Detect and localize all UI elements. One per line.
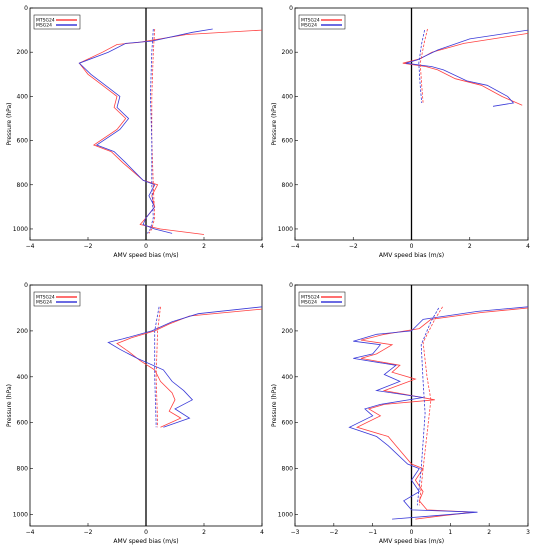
x-tick-label: 0: [144, 529, 148, 536]
series-dashed-msg24: [147, 28, 154, 234]
y-axis-label: Pressure (hPa): [271, 102, 278, 145]
x-tick-label: 2: [202, 529, 206, 536]
y-tick-label: 400: [17, 374, 29, 381]
x-tick-label: −4: [26, 529, 35, 536]
series-solid-msg24: [348, 306, 529, 520]
x-tick-label: −2: [84, 529, 93, 536]
y-tick-label: 600: [282, 420, 294, 427]
chart-panel-3: −4 −2 0 2 4 0 200 400 600 800 1000 AMV speed bias (…: [6, 282, 264, 545]
legend-label: MTSG24: [36, 295, 55, 301]
x-tick-label: 4: [260, 529, 264, 536]
y-tick-label: 1000: [278, 226, 293, 233]
legend-label: MTSG24: [36, 18, 55, 24]
series-solid-mtsg24: [356, 307, 529, 520]
series-solid-msg24: [107, 306, 263, 428]
x-tick-label: 0: [410, 243, 414, 250]
y-tick-label: 0: [24, 5, 28, 12]
x-tick-label: 2: [202, 243, 206, 250]
series-dashed-mtsg24: [148, 28, 156, 234]
y-axis-label: Pressure (hPa): [271, 384, 278, 427]
x-tick-label: −2: [329, 529, 338, 536]
x-axis-label: AMV speed bias (m/s): [113, 538, 178, 545]
x-tick-label: −1: [368, 529, 377, 536]
y-tick-label: 1000: [13, 226, 28, 233]
y-axis-label: Pressure (hPa): [6, 384, 13, 427]
y-tick-label: 800: [282, 182, 294, 189]
y-tick-label: 0: [289, 282, 293, 289]
y-tick-label: 400: [17, 93, 29, 100]
x-tick-label: 4: [260, 243, 264, 250]
y-tick-label: 1000: [278, 512, 293, 519]
y-tick-label: 0: [24, 282, 28, 289]
x-tick-label: 4: [526, 243, 530, 250]
y-tick-label: 400: [282, 374, 294, 381]
series-solid-mtsg24: [402, 33, 529, 106]
series-dashed-mtsg24: [418, 306, 443, 506]
series-solid-mtsg24: [78, 29, 263, 235]
legend-label: MSG24: [36, 300, 52, 306]
x-tick-label: 3: [526, 529, 530, 536]
x-tick-label: 2: [468, 243, 472, 250]
x-axis-label: AMV speed bias (m/s): [379, 538, 444, 545]
y-tick-label: 600: [282, 138, 294, 145]
y-tick-label: 600: [17, 138, 29, 145]
y-tick-label: 0: [289, 5, 293, 12]
x-tick-label: 2: [487, 529, 491, 536]
series-dashed-msg24: [154, 306, 160, 428]
legend-label: MSG24: [36, 23, 52, 29]
legend-label: MTSG24: [301, 295, 320, 301]
y-tick-label: 1000: [13, 512, 28, 519]
x-tick-label: −2: [84, 243, 93, 250]
x-tick-label: 1: [448, 529, 452, 536]
x-axis-label: AMV speed bias (m/s): [379, 252, 444, 259]
y-tick-label: 600: [17, 420, 29, 427]
legend-label: MSG24: [301, 300, 317, 306]
y-tick-label: 400: [282, 93, 294, 100]
chart-panel-2: −4 −2 0 2 4 0 200 400 600 800 1000 AMV speed bias (…: [271, 5, 530, 259]
series-dashed-msg24: [416, 307, 440, 506]
x-axis-label: AMV speed bias (m/s): [113, 252, 178, 259]
x-tick-label: −4: [26, 243, 35, 250]
y-tick-label: 800: [17, 466, 29, 473]
y-tick-label: 200: [282, 328, 294, 335]
y-tick-label: 200: [282, 49, 294, 56]
y-tick-label: 200: [17, 49, 29, 56]
x-tick-label: −2: [349, 243, 358, 250]
series-dashed-msg24: [418, 30, 425, 104]
x-tick-label: 0: [144, 243, 148, 250]
series-dashed-mtsg24: [155, 306, 161, 428]
x-tick-label: −4: [291, 243, 300, 250]
y-axis-label: Pressure (hPa): [6, 102, 13, 145]
x-tick-label: 0: [410, 529, 414, 536]
series-solid-msg24: [405, 29, 529, 107]
x-tick-label: −3: [291, 529, 300, 536]
y-tick-label: 200: [17, 328, 29, 335]
series-dashed-mtsg24: [419, 28, 428, 104]
series-solid-msg24: [78, 28, 213, 234]
legend-label: MSG24: [301, 23, 317, 29]
chart-panel-1: −4 −2 0 2 4 0 200 400 600 800 1000 AMV speed bias (…: [6, 5, 264, 259]
y-tick-label: 800: [282, 466, 294, 473]
chart-panel-4: −3 −2 −1 0 1 2 3 0 200 400 600 800 1000 AMV speed bia…: [271, 282, 530, 545]
y-tick-label: 800: [17, 182, 29, 189]
legend-label: MTSG24: [301, 18, 320, 24]
series-solid-mtsg24: [116, 308, 263, 428]
